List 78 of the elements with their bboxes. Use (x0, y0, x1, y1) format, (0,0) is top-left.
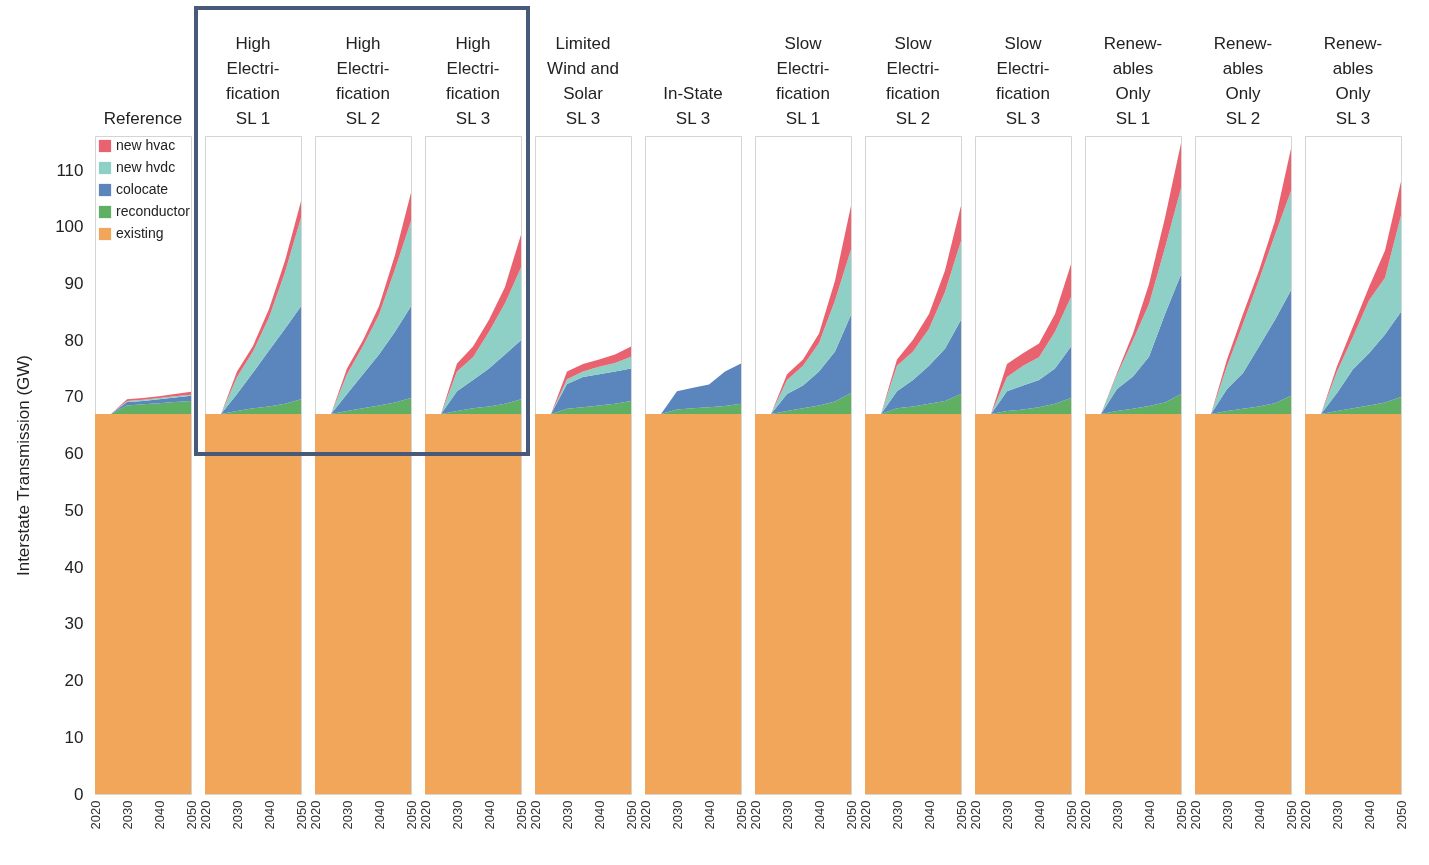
chart-title: Renew- ables Only SL 2 (1213, 34, 1273, 128)
x-tick-label: 2040 (1361, 800, 1377, 830)
x-tick-label: 2050 (183, 800, 199, 830)
y-tick-label: 60 (64, 444, 84, 464)
chart-title: High Electri- fication SL 2 (336, 34, 390, 128)
x-tick-label: 2020 (527, 800, 543, 830)
x-tick-label: 2050 (1283, 800, 1299, 830)
x-tick-label: 2020 (87, 800, 103, 830)
x-tick-label: 2020 (747, 800, 763, 830)
legend-label: reconductor (116, 203, 191, 219)
x-tick-label: 2030 (1109, 800, 1125, 830)
x-tick-label: 2020 (1187, 800, 1203, 830)
x-tick-label: 2040 (1141, 800, 1157, 830)
y-tick-label: 40 (64, 557, 84, 577)
legend-label: new hvac (116, 137, 176, 153)
x-tick-label: 2050 (953, 800, 969, 830)
x-tick-label: 2040 (261, 800, 277, 830)
y-tick-label: 90 (64, 273, 84, 293)
chart-title: Renew- ables Only SL 3 (1323, 34, 1383, 128)
chart-title: High Electri- fication SL 3 (446, 34, 500, 128)
x-tick-label: 2030 (999, 800, 1015, 830)
x-tick-label: 2030 (669, 800, 685, 830)
y-tick-label: 80 (64, 330, 84, 350)
x-tick-label: 2040 (151, 800, 167, 830)
legend-label: existing (116, 225, 164, 241)
chart-title: Reference (103, 109, 183, 128)
chart-title: Renew- ables Only SL 1 (1103, 34, 1163, 128)
y-tick-label: 10 (64, 727, 84, 747)
x-tick-label: 2050 (513, 800, 529, 830)
x-tick-label: 2030 (229, 800, 245, 830)
y-tick-label: 110 (56, 160, 84, 180)
y-tick-label: 0 (74, 784, 84, 804)
x-tick-label: 2020 (637, 800, 653, 830)
x-tick-label: 2050 (293, 800, 309, 830)
chart-title: In-State SL 3 (663, 84, 723, 128)
legend-label: new hvdc (116, 159, 176, 175)
x-tick-label: 2050 (843, 800, 859, 830)
x-tick-label: 2040 (921, 800, 937, 830)
x-tick-label: 2050 (623, 800, 639, 830)
x-tick-label: 2020 (857, 800, 873, 830)
x-tick-label: 2040 (1251, 800, 1267, 830)
x-tick-label: 2020 (197, 800, 213, 830)
x-tick-label: 2030 (889, 800, 905, 830)
x-tick-label: 2050 (733, 800, 749, 830)
x-tick-label: 2030 (339, 800, 355, 830)
x-tick-label: 2030 (1329, 800, 1345, 830)
chart-title: Limited Wind and Solar SL 3 (547, 34, 619, 128)
chart-title: Slow Electri- fication SL 2 (886, 34, 940, 128)
y-tick-label: 30 (64, 614, 84, 634)
x-tick-label: 2040 (591, 800, 607, 830)
chart-title: High Electri- fication SL 1 (226, 34, 280, 128)
y-tick-label: 50 (64, 500, 84, 520)
x-tick-label: 2020 (417, 800, 433, 830)
x-tick-label: 2030 (119, 800, 135, 830)
x-tick-label: 2030 (1219, 800, 1235, 830)
x-tick-label: 2040 (811, 800, 827, 830)
y-tick-label: 70 (64, 387, 84, 407)
x-tick-label: 2020 (967, 800, 983, 830)
x-tick-label: 2020 (1077, 800, 1093, 830)
x-tick-label: 2050 (1173, 800, 1189, 830)
x-tick-label: 2020 (1297, 800, 1313, 830)
x-tick-label: 2030 (449, 800, 465, 830)
y-tick-label: 20 (64, 671, 84, 691)
x-tick-label: 2040 (1031, 800, 1047, 830)
x-tick-label: 2050 (1063, 800, 1079, 830)
x-tick-label: 2050 (403, 800, 419, 830)
x-tick-label: 2020 (307, 800, 323, 830)
x-tick-label: 2050 (1393, 800, 1409, 830)
chart-title: Slow Electri- fication SL 1 (776, 34, 830, 128)
x-tick-label: 2040 (701, 800, 717, 830)
legend-label: colocate (116, 181, 169, 197)
x-tick-label: 2030 (779, 800, 795, 830)
y-tick-label: 100 (55, 217, 84, 237)
x-tick-label: 2040 (371, 800, 387, 830)
x-tick-label: 2030 (559, 800, 575, 830)
x-tick-label: 2040 (481, 800, 497, 830)
y-axis-title: Interstate Transmission (GW) (14, 354, 34, 577)
chart-title: Slow Electri- fication SL 3 (996, 34, 1050, 128)
